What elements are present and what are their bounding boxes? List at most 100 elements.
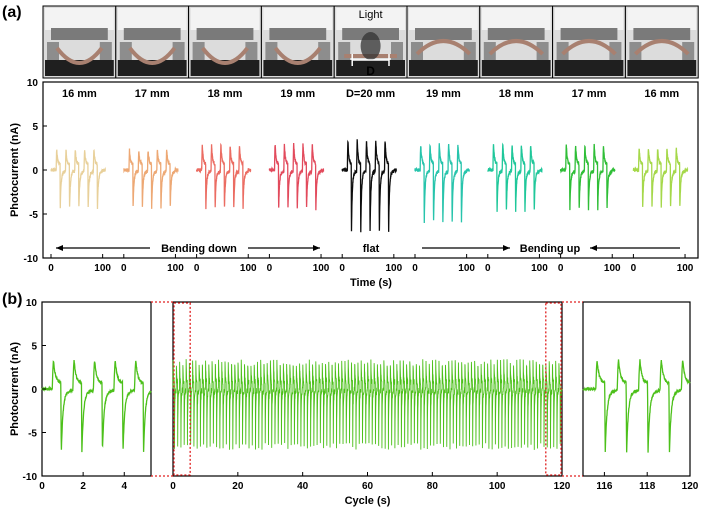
photo-frame xyxy=(188,5,262,79)
panel-b-plot: 0 2 4 0 20 40 60 80 100 120 116 118 120-10-50510Phot… xyxy=(9,298,699,507)
cycle-series-line xyxy=(41,359,152,453)
right-clamp xyxy=(99,42,112,60)
x-tick-label: 100 xyxy=(677,263,694,274)
arrow-head xyxy=(56,245,63,251)
series-line xyxy=(268,143,325,211)
light-spot xyxy=(360,32,381,60)
stage-base xyxy=(45,60,114,76)
right-clamp xyxy=(536,42,549,60)
y-tick-label: -10 xyxy=(23,472,38,483)
photo-top-light xyxy=(627,8,697,30)
arrow-head xyxy=(590,245,597,251)
stage-base xyxy=(117,60,187,76)
left-clamp xyxy=(556,42,569,60)
x-tick-label: 100 xyxy=(240,263,257,274)
photo-frame xyxy=(42,5,117,79)
bent-film xyxy=(128,46,177,65)
clamp-bar xyxy=(487,28,545,40)
bent-film xyxy=(633,39,690,56)
stage-base xyxy=(481,60,551,76)
photo-caption: 19 mm xyxy=(426,88,461,100)
x-tick-label: 80 xyxy=(427,481,439,492)
x-tick-label: 0 xyxy=(267,263,273,274)
right-clamp xyxy=(172,42,185,60)
bending-up-label: Bending up xyxy=(520,243,581,255)
x-tick-label: 20 xyxy=(232,481,244,492)
photo-strip: Light D xyxy=(42,5,699,79)
photo-frame xyxy=(624,5,699,79)
x-tick-label: 100 xyxy=(531,263,548,274)
series-line xyxy=(123,148,179,209)
x-tick-label: 120 xyxy=(682,481,699,492)
photo-top-light xyxy=(117,8,187,30)
flat-label: flat xyxy=(363,243,380,255)
x-tick-label: 40 xyxy=(297,481,309,492)
left-clamp xyxy=(483,42,496,60)
panel-a-label: (a) xyxy=(2,4,22,21)
right-clamp xyxy=(682,42,695,60)
x-tick-label: 0 xyxy=(339,263,345,274)
x-tick-label: 60 xyxy=(362,481,374,492)
photo-caption: D=20 mm xyxy=(346,88,395,100)
photo-caption: 16 mm xyxy=(644,88,679,100)
left-clamp xyxy=(411,42,423,60)
light-label: Light xyxy=(359,9,383,21)
right-clamp xyxy=(609,42,622,60)
series-line xyxy=(487,142,543,212)
x-tick-label: 100 xyxy=(604,263,621,274)
stage-base xyxy=(190,60,260,76)
y-tick-label: -5 xyxy=(29,210,38,221)
photo-top-light xyxy=(263,8,333,30)
clamp-bar xyxy=(633,28,691,40)
panel-a-ylabel: Photocurrent (nA) xyxy=(9,123,21,217)
x-tick-label: 100 xyxy=(94,263,111,274)
stage-base xyxy=(263,60,333,76)
x-tick-label: 4 xyxy=(121,481,127,492)
photo-caption: 17 mm xyxy=(135,88,170,100)
stage-base xyxy=(336,60,405,76)
x-tick-label: 116 xyxy=(596,481,613,492)
stage-base xyxy=(409,60,478,76)
clamp-bar xyxy=(269,28,327,40)
panel-b-xlabel: Cycle (s) xyxy=(345,495,391,507)
photo-frame xyxy=(406,5,481,79)
photo-caption: 16 mm xyxy=(62,88,97,100)
x-tick-label: 120 xyxy=(554,481,571,492)
right-clamp xyxy=(245,42,258,60)
left-clamp xyxy=(265,42,278,60)
photo-frame xyxy=(260,5,335,79)
y-tick-label: 10 xyxy=(27,78,39,89)
stage-base xyxy=(554,60,624,76)
clamp-bar xyxy=(123,28,181,40)
panel-b-label: (b) xyxy=(2,291,22,308)
cycle-series-line xyxy=(172,359,563,450)
panel-b-axes-frame xyxy=(582,301,691,477)
x-tick-label: 0 xyxy=(558,263,564,274)
bent-film xyxy=(200,46,250,65)
photo-frame xyxy=(115,5,190,79)
series-line xyxy=(195,142,252,210)
photo-caption: 18 mm xyxy=(208,88,243,100)
series-line xyxy=(559,143,616,211)
bent-film xyxy=(415,39,472,56)
photo-caption: 17 mm xyxy=(572,88,607,100)
photo-top-light xyxy=(190,8,260,30)
bending-down-label: Bending down xyxy=(161,243,237,255)
series-line xyxy=(341,139,398,233)
photo-top-light xyxy=(409,8,478,30)
clamp-bar xyxy=(560,28,618,40)
right-clamp xyxy=(318,42,331,60)
clamp-bar xyxy=(51,28,108,40)
x-tick-label: 0 xyxy=(39,481,45,492)
x-tick-label: 0 xyxy=(121,263,127,274)
clamp-bar xyxy=(415,28,472,40)
series-line xyxy=(414,143,470,224)
y-tick-label: -5 xyxy=(28,429,37,440)
arrow-head xyxy=(503,245,510,251)
x-tick-label: 118 xyxy=(639,481,656,492)
x-tick-label: 100 xyxy=(458,263,475,274)
y-tick-label: 5 xyxy=(31,342,37,353)
photo-frame xyxy=(552,5,626,79)
left-clamp xyxy=(629,42,642,60)
photo-frame: Light D xyxy=(333,5,408,79)
